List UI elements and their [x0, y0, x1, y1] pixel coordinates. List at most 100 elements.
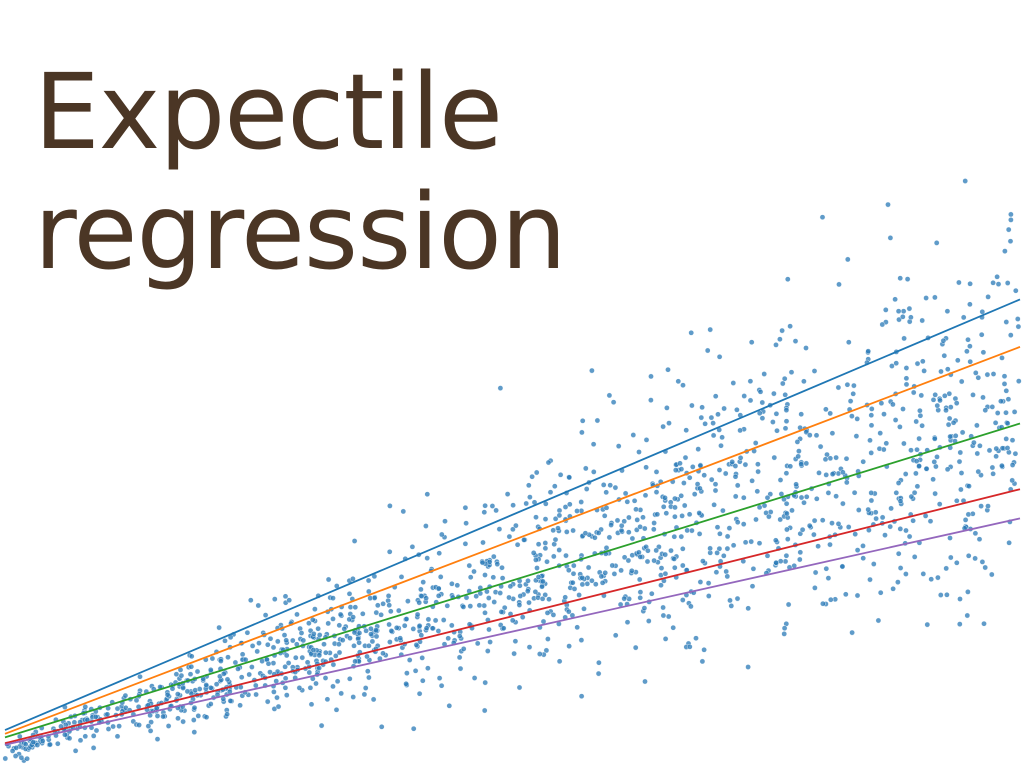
scatter-point [978, 503, 984, 509]
scatter-point [729, 459, 736, 465]
scatter-point [752, 440, 759, 446]
scatter-point [504, 491, 511, 497]
scatter-point [851, 382, 857, 389]
scatter-point [387, 608, 394, 615]
scatter-point [591, 469, 597, 475]
scatter-point [932, 294, 938, 301]
scatter-point [787, 463, 794, 470]
scatter-point [714, 550, 720, 556]
scatter-point [359, 611, 366, 617]
scatter-point [843, 591, 849, 598]
scatter-point [352, 604, 359, 611]
scatter-point [756, 540, 763, 547]
scatter-point [286, 597, 293, 604]
scatter-point [626, 529, 632, 536]
scatter-point [476, 602, 483, 609]
scatter-point [901, 440, 907, 447]
scatter-point [364, 668, 371, 675]
scatter-point [693, 635, 699, 642]
scatter-point [798, 411, 805, 418]
scatter-point [854, 416, 861, 422]
scatter-point [942, 392, 948, 399]
scatter-point [812, 569, 819, 576]
scatter-point [666, 420, 672, 426]
scatter-point [665, 366, 671, 373]
scatter-point [611, 571, 618, 577]
scatter-point [1008, 332, 1014, 338]
scatter-point [283, 692, 290, 698]
scatter-point [304, 659, 311, 666]
scatter-point [715, 411, 721, 418]
scatter-point [697, 579, 704, 585]
scatter-point [788, 369, 795, 376]
scatter-point [435, 628, 442, 634]
scatter-point [967, 301, 973, 308]
scatter-point [820, 600, 826, 607]
scatter-point [246, 671, 252, 678]
scatter-point [947, 535, 953, 541]
scatter-point [745, 605, 752, 612]
scatter-point [192, 687, 198, 694]
scatter-point [188, 653, 195, 660]
scatter-point [941, 352, 948, 359]
scatter-point [728, 603, 735, 609]
scatter-point [798, 461, 805, 467]
scatter-point [890, 586, 896, 592]
scatter-point [612, 484, 619, 491]
scatter-point [410, 725, 417, 732]
scatter-point [440, 617, 447, 623]
scatter-point [22, 741, 29, 748]
scatter-point [347, 604, 354, 610]
scatter-point [972, 530, 979, 537]
scatter-point [707, 545, 713, 552]
scatter-point [516, 602, 523, 608]
scatter-point [998, 398, 1004, 405]
scatter-point [911, 489, 918, 496]
scatter-point [310, 647, 317, 653]
scatter-point [817, 443, 824, 450]
scatter-point [362, 685, 369, 691]
scatter-point [946, 390, 953, 397]
scatter-point [1008, 217, 1014, 223]
scatter-point [406, 657, 413, 663]
scatter-point [386, 621, 392, 628]
scatter-point [887, 523, 894, 530]
scatter-point [545, 636, 551, 642]
scatter-point [292, 654, 299, 661]
scatter-point [403, 681, 409, 687]
scatter-point [717, 531, 723, 537]
scatter-point [896, 316, 902, 323]
scatter-point [881, 411, 887, 417]
scatter-point [782, 425, 789, 432]
scatter-point [645, 547, 651, 554]
scatter-point [496, 526, 503, 532]
scatter-point [336, 622, 343, 629]
scatter-point [12, 753, 19, 759]
scatter-point [514, 541, 521, 548]
scatter-point [637, 589, 644, 595]
scatter-point [330, 616, 336, 622]
scatter-point [718, 442, 724, 449]
scatter-point [432, 617, 439, 624]
scatter-point [506, 594, 512, 601]
scatter-point [642, 492, 649, 499]
scatter-point [482, 572, 488, 578]
scatter-point [784, 526, 790, 533]
scatter-point [386, 602, 393, 609]
scatter-point [773, 559, 779, 566]
scatter-point [923, 465, 930, 472]
scatter-point [262, 612, 269, 618]
scatter-point [419, 655, 426, 661]
scatter-point [632, 644, 639, 651]
scatter-point [823, 472, 830, 478]
scatter-point [727, 597, 733, 604]
scatter-point [852, 531, 859, 537]
scatter-point [350, 576, 356, 582]
scatter-point [680, 562, 686, 569]
scatter-point [935, 407, 942, 413]
scatter-point [990, 371, 997, 377]
scatter-point [928, 576, 935, 583]
scatter-point [642, 525, 648, 532]
scatter-point [716, 545, 723, 552]
scatter-point [507, 583, 514, 590]
